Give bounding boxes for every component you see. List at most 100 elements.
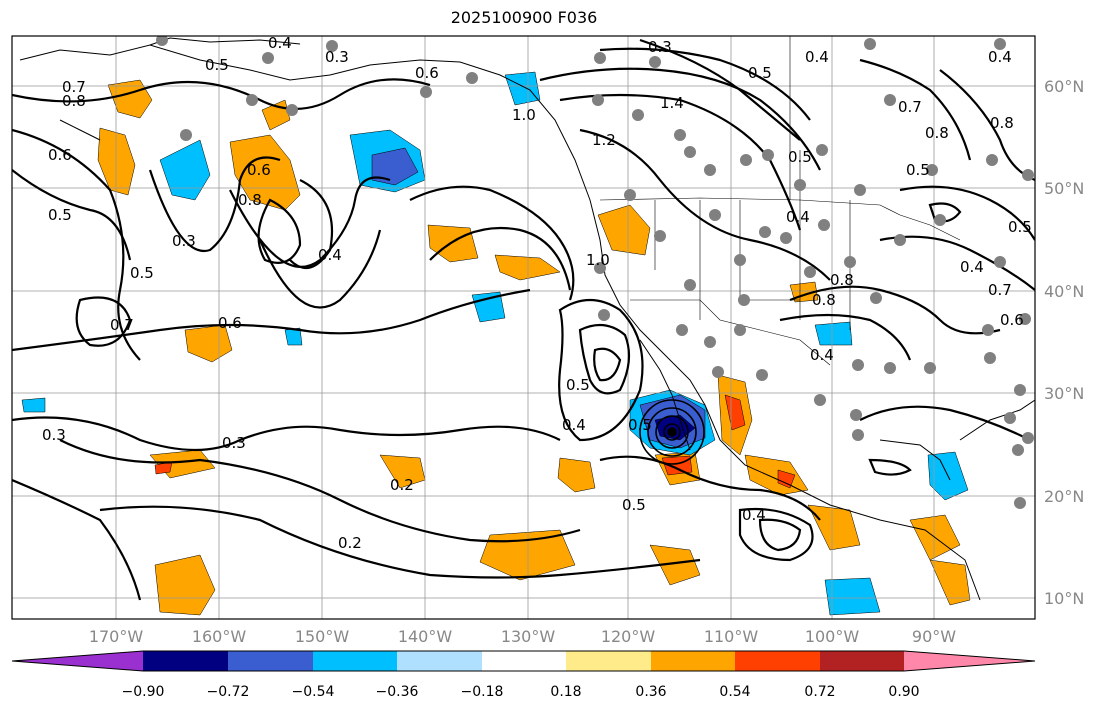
contour-label: 0.6 xyxy=(247,161,271,179)
colorbar-label: −0.72 xyxy=(207,684,250,700)
y-axis-labels: 60°N 50°N 40°N 30°N 20°N 10°N xyxy=(1044,77,1084,608)
contour-label: 0.4 xyxy=(318,246,342,264)
political-boundaries xyxy=(599,36,961,366)
contours xyxy=(12,38,1035,601)
contour-label: 0.4 xyxy=(786,208,810,226)
shade-red xyxy=(724,394,746,431)
colorbar-low-extend xyxy=(12,651,143,671)
x-tick-label: 130°W xyxy=(501,627,556,646)
map-panel: 0.7 0.8 0.5 0.3 0.4 0.6 1.0 1.2 1.4 0.3 … xyxy=(12,34,1035,619)
colorbar-label: 0.18 xyxy=(550,684,581,700)
contour-label: 0.2 xyxy=(338,534,362,552)
contour-label: 0.5 xyxy=(130,264,154,282)
colorbar-segment xyxy=(397,651,482,671)
contour-label: 0.5 xyxy=(748,64,772,82)
contour-label: 0.8 xyxy=(62,92,86,110)
colorbar-label: 0.36 xyxy=(635,684,666,700)
shade-orange xyxy=(929,559,971,606)
map-frame xyxy=(11,35,1036,620)
contour-label: 0.5 xyxy=(788,148,812,166)
contour-label: 0.8 xyxy=(238,191,262,209)
contour-label: 0.4 xyxy=(268,34,292,52)
contour-label: 1.0 xyxy=(586,251,610,269)
x-tick-label: 140°W xyxy=(398,627,453,646)
contour-labels: 0.7 0.8 0.5 0.3 0.4 0.6 1.0 1.2 1.4 0.3 … xyxy=(42,34,1032,552)
y-tick-label: 50°N xyxy=(1044,179,1084,198)
colorbar-segment xyxy=(313,651,397,671)
contour-label: 1.0 xyxy=(512,106,536,124)
colorbar-segment xyxy=(735,651,820,671)
shade-orange xyxy=(479,529,576,581)
x-tick-label: 160°W xyxy=(192,627,247,646)
contour-label: 0.6 xyxy=(48,146,72,164)
contour-label: 0.5 xyxy=(205,56,229,74)
contour-label: 0.3 xyxy=(648,38,672,56)
contour-label: 0.4 xyxy=(805,48,829,66)
contour-label: 0.4 xyxy=(742,506,766,524)
y-tick-label: 30°N xyxy=(1044,384,1084,403)
shade-lightblue xyxy=(159,139,211,201)
contour-label: 1.2 xyxy=(592,131,616,149)
y-tick-label: 60°N xyxy=(1044,77,1084,96)
x-tick-label: 120°W xyxy=(601,627,656,646)
colorbar-high-extend xyxy=(904,651,1035,671)
colorbar-segment xyxy=(651,651,735,671)
colorbar-segment xyxy=(228,651,313,671)
contour-label: 0.4 xyxy=(960,258,984,276)
x-tick-label: 90°W xyxy=(912,627,956,646)
y-tick-label: 40°N xyxy=(1044,282,1084,301)
contour-label: 0.3 xyxy=(325,48,349,66)
contour-label: 0.5 xyxy=(1008,218,1032,236)
colorbar: −0.90 −0.72 −0.54 −0.36 −0.18 0.18 0.36 … xyxy=(11,650,1036,700)
x-tick-label: 100°W xyxy=(805,627,860,646)
shade-orange xyxy=(97,127,136,196)
colorbar-outline xyxy=(11,650,1036,672)
contour-label: 0.7 xyxy=(62,78,86,96)
y-tick-label: 10°N xyxy=(1044,589,1084,608)
contour-label: 0.8 xyxy=(925,124,949,142)
shade-lightblue xyxy=(21,397,46,413)
colorbar-segment xyxy=(566,651,651,671)
shade-lightblue xyxy=(504,71,541,106)
shade-orange xyxy=(807,504,861,551)
colorbar-label: 0.54 xyxy=(719,684,750,700)
shade-orange xyxy=(744,454,809,496)
colorbar-label: −0.36 xyxy=(376,684,419,700)
contour-label: 0.3 xyxy=(42,426,66,444)
colorbar-label: −0.18 xyxy=(461,684,504,700)
colorbar-segment xyxy=(820,651,904,671)
contour-label: 0.5 xyxy=(48,206,72,224)
contour-label: 0.6 xyxy=(415,64,439,82)
contour-label: 0.8 xyxy=(990,114,1014,132)
contour-label: 0.7 xyxy=(898,98,922,116)
x-tick-label: 110°W xyxy=(704,627,759,646)
y-tick-label: 20°N xyxy=(1044,487,1084,506)
shade-orange xyxy=(154,554,216,616)
contour-label: 0.5 xyxy=(628,416,652,434)
shade-red xyxy=(777,469,796,489)
contour-label: 0.7 xyxy=(110,316,134,334)
shade-blue xyxy=(371,147,419,186)
contour-label: 0.6 xyxy=(1000,311,1024,329)
x-tick-label: 170°W xyxy=(89,627,144,646)
shade-orange xyxy=(494,254,561,281)
shade-lightblue xyxy=(824,577,881,616)
station-dots xyxy=(156,36,1034,509)
low-center xyxy=(639,399,705,465)
shade-orange xyxy=(229,134,301,211)
shaded-fields xyxy=(21,71,971,616)
contour-label: 0.5 xyxy=(906,161,930,179)
shade-orange xyxy=(649,544,701,586)
colorbar-label: 0.90 xyxy=(888,684,919,700)
contour-label: 0.4 xyxy=(810,346,834,364)
x-tick-label: 150°W xyxy=(295,627,350,646)
colorbar-segment xyxy=(482,651,566,671)
contour-label: 0.7 xyxy=(988,281,1012,299)
contour-label: 0.6 xyxy=(218,314,242,332)
contour-label: 0.2 xyxy=(390,476,414,494)
contour-label: 0.4 xyxy=(562,416,586,434)
contour-label: 0.3 xyxy=(222,434,246,452)
contour-label: 0.8 xyxy=(812,291,836,309)
shade-orange xyxy=(557,457,596,493)
contour-label: 0.3 xyxy=(172,232,196,250)
